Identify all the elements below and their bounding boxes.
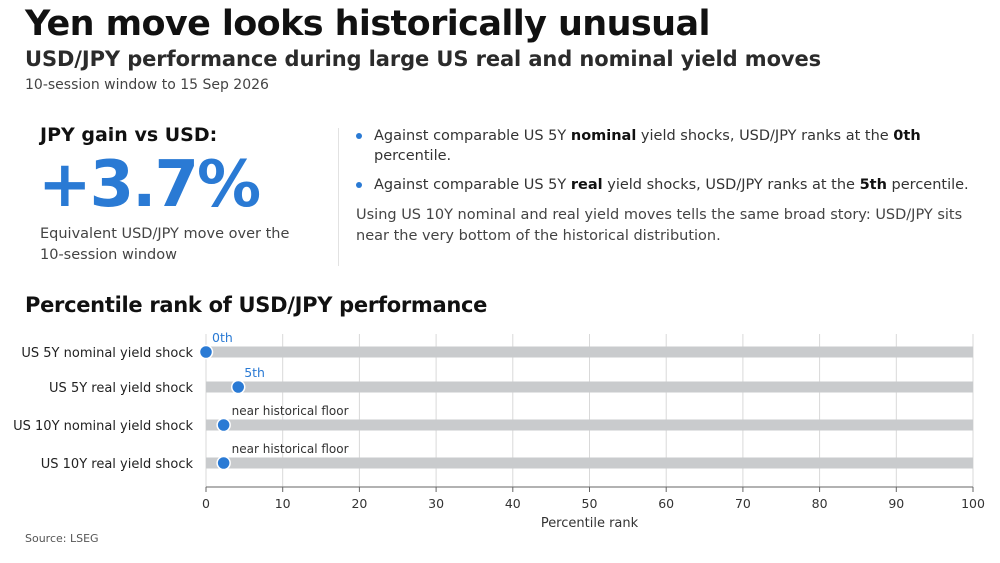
finding-text-post: percentile. bbox=[886, 177, 969, 193]
bullet-dot-icon bbox=[356, 182, 362, 188]
category-label: US 5Y real yield shock bbox=[49, 381, 193, 396]
x-tick-label: 10 bbox=[275, 496, 291, 511]
bullet-dot-icon bbox=[356, 133, 362, 139]
range-bar bbox=[206, 381, 973, 393]
percentile-point bbox=[216, 455, 231, 471]
point-label: near historical floor bbox=[232, 442, 349, 456]
x-tick-label: 100 bbox=[961, 496, 985, 511]
finding-bullet-nominal: Against comparable US 5Y nominal yield s… bbox=[356, 126, 976, 166]
finding-emphasis: nominal bbox=[570, 128, 637, 144]
point-label: near historical floor bbox=[232, 404, 349, 418]
page-title: Yen move looks historically unusual bbox=[25, 4, 710, 44]
x-tick-label: 60 bbox=[658, 496, 674, 511]
finding-emphasis: real bbox=[570, 177, 603, 193]
percentile-point bbox=[198, 344, 214, 360]
range-bar bbox=[206, 457, 973, 469]
range-bar bbox=[206, 419, 973, 431]
category-label: US 5Y nominal yield shock bbox=[21, 346, 193, 361]
page-subtitle: USD/JPY performance during large US real… bbox=[25, 47, 822, 71]
x-tick-label: 20 bbox=[351, 496, 367, 511]
finding-text-pre: Against comparable US 5Y bbox=[374, 177, 571, 193]
point-label: 0th bbox=[212, 330, 233, 345]
kpi-value: +3.7% bbox=[38, 148, 261, 222]
category-label: US 10Y real yield shock bbox=[41, 457, 194, 472]
x-tick-label: 0 bbox=[202, 496, 210, 511]
finding-bullet-real: Against comparable US 5Y real yield shoc… bbox=[356, 175, 976, 195]
finding-text-pre: Against comparable US 5Y bbox=[374, 128, 571, 144]
finding-text-post: percentile. bbox=[374, 148, 452, 164]
chart-title: Percentile rank of USD/JPY performance bbox=[25, 293, 488, 317]
finding-text-mid: yield shocks, USD/JPY ranks at the bbox=[636, 128, 894, 144]
category-label: US 10Y nominal yield shock bbox=[13, 419, 193, 434]
percentile-point bbox=[230, 379, 246, 395]
finding-rank: 0th bbox=[893, 128, 921, 144]
x-axis-title: Percentile rank bbox=[541, 516, 639, 531]
point-label: 5th bbox=[244, 365, 265, 380]
kpi-heading: JPY gain vs USD: bbox=[40, 124, 218, 146]
x-tick-label: 50 bbox=[582, 496, 598, 511]
x-tick-label: 40 bbox=[505, 496, 521, 511]
panel-divider bbox=[338, 128, 339, 266]
range-bar bbox=[206, 346, 973, 358]
window-note: 10-session window to 15 Sep 2026 bbox=[25, 77, 269, 93]
percentile-point bbox=[216, 417, 231, 433]
summary-text: Using US 10Y nominal and real yield move… bbox=[356, 207, 963, 244]
x-tick-label: 30 bbox=[428, 496, 444, 511]
x-tick-label: 70 bbox=[735, 496, 751, 511]
finding-text-mid: yield shocks, USD/JPY ranks at the bbox=[602, 177, 860, 193]
source-note: Source: LSEG bbox=[25, 532, 99, 545]
findings-list: Against comparable US 5Y nominal yield s… bbox=[356, 126, 976, 204]
x-tick-label: 90 bbox=[888, 496, 904, 511]
x-tick-label: 80 bbox=[812, 496, 828, 511]
finding-rank: 5th bbox=[859, 177, 887, 193]
kpi-caption: Equivalent USD/JPY move over the 10-sess… bbox=[40, 226, 290, 263]
percentile-chart: US 5Y nominal yield shock 0th US 5Y real y… bbox=[13, 330, 985, 531]
